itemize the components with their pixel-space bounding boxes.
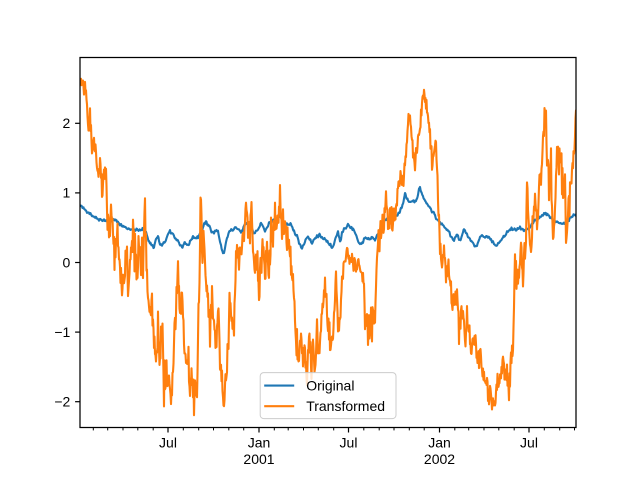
svg-text:Jul: Jul [159, 434, 177, 450]
svg-text:Jan: Jan [248, 434, 271, 450]
svg-text:Jul: Jul [520, 434, 538, 450]
svg-text:Original: Original [306, 377, 354, 393]
svg-text:2002: 2002 [424, 451, 455, 467]
svg-text:1: 1 [63, 185, 71, 201]
svg-text:−1: −1 [54, 324, 70, 340]
svg-text:−2: −2 [54, 394, 70, 410]
svg-text:2: 2 [63, 115, 71, 131]
svg-text:2001: 2001 [243, 451, 274, 467]
svg-text:Transformed: Transformed [306, 398, 385, 414]
svg-text:0: 0 [63, 254, 71, 270]
svg-text:Jan: Jan [428, 434, 451, 450]
svg-text:Jul: Jul [340, 434, 358, 450]
